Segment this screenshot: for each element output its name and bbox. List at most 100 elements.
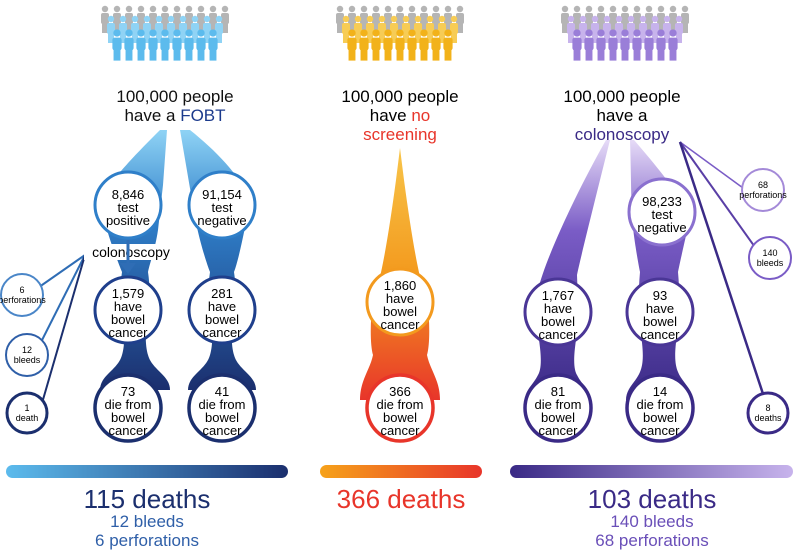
person-icon (209, 5, 217, 33)
person-icon (179, 15, 187, 43)
fobt-pos-deaths-count: 73 (121, 384, 135, 399)
node-label: have (386, 291, 414, 306)
arrow-down-icon (120, 263, 136, 274)
fobt-side-bleeds-label: bleeds (14, 355, 41, 365)
fobt-side-bleeds-count: 12 (22, 345, 32, 355)
fobt-neg-cancer-count: 281 (211, 286, 233, 301)
person-icon (573, 5, 581, 33)
person-icon (450, 15, 458, 43)
person-icon (426, 15, 434, 43)
node-label: bowel (383, 410, 417, 425)
node-label: have (114, 299, 142, 314)
person-icon (149, 5, 157, 33)
colo-total-bleeds: 140 bleeds (610, 512, 693, 531)
node-label: cancer (202, 423, 242, 438)
person-icon (191, 15, 199, 43)
colo-side-deaths-count: 8 (765, 403, 770, 413)
person-icon (408, 5, 416, 33)
person-icon (336, 5, 344, 33)
fobt-positive-count: 8,846 (112, 187, 145, 202)
people-group-icon (101, 5, 229, 61)
node-label: have (646, 301, 674, 316)
fobt-total-deaths: 115 deaths (84, 484, 211, 514)
node-label: cancer (640, 327, 680, 342)
person-icon (112, 29, 122, 61)
person-icon (113, 5, 121, 33)
person-icon (348, 5, 356, 33)
colonoscopy-column: 100,000 people have a colonoscopy 68 per… (510, 87, 793, 550)
person-icon (172, 29, 182, 61)
person-icon (621, 5, 629, 33)
colo-pos-cancer-count: 1,767 (542, 288, 575, 303)
fobt-gradient-bar (6, 465, 288, 478)
person-icon (390, 15, 398, 43)
person-icon (585, 5, 593, 33)
person-icon (203, 15, 211, 43)
person-icon (173, 5, 181, 33)
person-icon (609, 5, 617, 33)
person-icon (107, 15, 115, 43)
node-label: bowel (205, 312, 239, 327)
person-icon (456, 5, 464, 33)
none-header-line2: have no (370, 106, 431, 125)
person-icon (663, 15, 671, 43)
node-label: bowel (205, 410, 239, 425)
person-icon (420, 5, 428, 33)
person-icon (119, 15, 127, 43)
person-icon (627, 15, 635, 43)
person-icon (354, 15, 362, 43)
person-icon (136, 29, 146, 61)
node-label: die from (105, 397, 152, 412)
person-icon (366, 15, 374, 43)
node-label: cancer (380, 423, 420, 438)
person-icon (160, 29, 170, 61)
person-icon (657, 5, 665, 33)
person-icon (137, 5, 145, 33)
node-label: die from (535, 397, 582, 412)
person-icon (567, 15, 575, 43)
person-icon (372, 5, 380, 33)
node-label: cancer (108, 423, 148, 438)
people-group-icon (336, 5, 464, 61)
person-icon (431, 29, 441, 61)
fobt-side-death-label: death (16, 413, 39, 423)
person-icon (215, 15, 223, 43)
person-icon (596, 29, 606, 61)
fobt-side-death-count: 1 (24, 403, 29, 413)
person-icon (651, 15, 659, 43)
colo-side-bleeds-label: bleeds (757, 258, 784, 268)
person-icon (342, 15, 350, 43)
node-label: cancer (202, 325, 242, 340)
node-label: cancer (380, 317, 420, 332)
person-icon (597, 5, 605, 33)
colo-header-line2: have a (596, 106, 648, 125)
fobt-negative-count: 91,154 (202, 187, 242, 202)
fobt-positive-label: test (118, 200, 139, 215)
none-deaths-count: 366 (389, 384, 411, 399)
node-label: die from (637, 397, 684, 412)
fobt-positive-label: positive (106, 213, 150, 228)
colo-negative-label: negative (637, 220, 686, 235)
person-icon (639, 15, 647, 43)
fobt-header-line2: have a FOBT (124, 106, 225, 125)
person-icon (208, 29, 218, 61)
person-icon (197, 5, 205, 33)
person-icon (155, 15, 163, 43)
person-icon (184, 29, 194, 61)
person-icon (419, 29, 429, 61)
person-icon (148, 29, 158, 61)
person-icon (196, 29, 206, 61)
person-icon (359, 29, 369, 61)
colo-header-line1: 100,000 people (563, 87, 680, 106)
person-icon (347, 29, 357, 61)
colo-gradient-bar (510, 465, 793, 478)
none-header-line3: screening (363, 125, 437, 144)
fobt-neg-deaths-count: 41 (215, 384, 229, 399)
person-icon (620, 29, 630, 61)
person-icon (668, 29, 678, 61)
fobt-side-perf-count: 6 (19, 285, 24, 295)
fobt-column: 100,000 people have a FOBT 8,846 test po… (0, 87, 288, 550)
colo-side-perf-label: perforations (739, 190, 787, 200)
node-label: bowel (643, 314, 677, 329)
